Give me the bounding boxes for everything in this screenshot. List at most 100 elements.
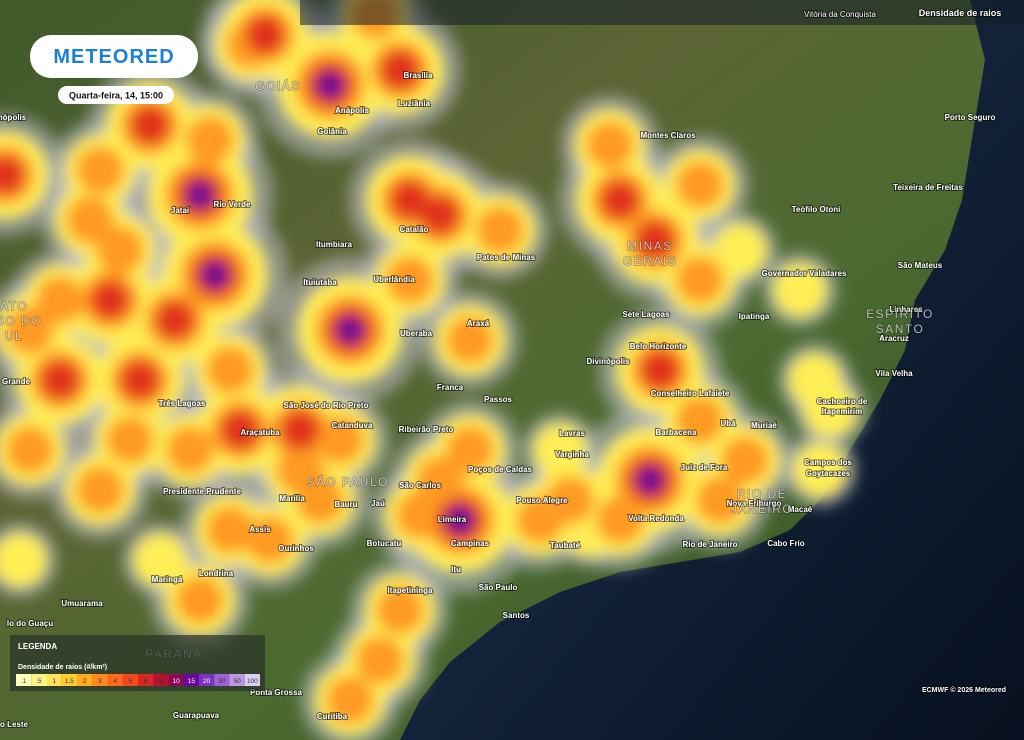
legend-label: 6: [144, 678, 148, 685]
region-label: SSO DO: [0, 314, 42, 328]
region-label: ATO: [0, 299, 28, 313]
place-label: Ipatinga: [739, 312, 770, 321]
place-label: Goytacazes: [806, 469, 851, 478]
heat-blob: [276, 446, 324, 494]
place-label: Juiz de Fora: [681, 463, 728, 472]
heat-blob: [396, 491, 444, 539]
heat-blob: [6, 306, 54, 354]
location: Vitória da Conquista: [804, 10, 876, 19]
heat-blob: [36, 276, 84, 324]
place-label: Teixeira de Freitas: [893, 183, 963, 192]
place-label: lo do Guaçu: [7, 619, 53, 628]
place-label: Araxá: [467, 319, 490, 328]
heat-blob: [416, 456, 464, 504]
place-label: Ubá: [720, 419, 736, 428]
place-label: Itumbiara: [316, 240, 353, 249]
heat-blob: [76, 466, 124, 514]
heat-blob: [596, 496, 644, 544]
heat-blob: [600, 180, 640, 220]
legend-label: 100: [247, 678, 258, 685]
heat-blob: [356, 636, 404, 684]
place-label: Aracruz: [879, 334, 909, 343]
heat-blob: [186, 116, 234, 164]
place-label: Taubaté: [550, 541, 581, 550]
place-label: Governador Valadares: [762, 269, 847, 278]
place-label: o Leste: [0, 720, 29, 729]
legend-label: 4: [113, 678, 117, 685]
top-bar: [300, 0, 1024, 25]
place-label: Londrina: [199, 569, 234, 578]
heat-blob: [6, 426, 54, 474]
legend-label: .5: [36, 678, 42, 685]
legend-swatch: [153, 674, 169, 686]
place-label: Uberaba: [400, 329, 433, 338]
region-label: UL: [5, 329, 23, 343]
heat-blob: [40, 360, 80, 400]
heat-blob: [390, 180, 430, 220]
heat-blob: [246, 516, 294, 564]
legend-swatch: [244, 674, 260, 686]
heat-blob: [316, 416, 364, 464]
region-label: RIO DE: [737, 487, 787, 501]
heat-blob: [696, 476, 744, 524]
logo-box: [30, 35, 198, 78]
place-label: Ourinhos: [278, 544, 314, 553]
heat-blob: [712, 222, 768, 278]
lightning-density: [0, 0, 868, 740]
legend-swatch: [214, 674, 230, 686]
heat-blob: [772, 262, 828, 318]
heat-blob: [380, 50, 420, 90]
place-label: São Paulo: [479, 583, 518, 592]
place-label: Ponta Grossa: [250, 688, 303, 697]
heat-blob: [676, 161, 724, 209]
heat-blob: [201, 261, 229, 289]
place-label: Catanduva: [332, 421, 373, 430]
place-label: Barbacena: [656, 428, 697, 437]
place-label: Curitiba: [317, 712, 348, 721]
region-label: JANEIRO: [731, 502, 794, 516]
place-label: Cachoeiro de: [817, 397, 868, 406]
heat-blob: [66, 196, 114, 244]
place-label: Três Lagoas: [159, 399, 206, 408]
place-label: Nova Friburgo: [727, 499, 782, 508]
heat-blob: [0, 155, 25, 195]
place-label: Presidente Prudente: [163, 487, 241, 496]
place-label: Campinas: [451, 539, 490, 548]
place-label: Varginha: [555, 450, 589, 459]
place-label: Araçatuba: [240, 428, 280, 437]
heat-blob: [546, 476, 594, 524]
legend-swatch: [122, 674, 138, 686]
place-label: Anápolis: [335, 106, 369, 115]
heat-blob: [676, 396, 724, 444]
place-label: Conselheiro Lafaiete: [651, 389, 730, 398]
heat-blob: [90, 280, 130, 320]
place-label: Poços de Caldas: [468, 465, 533, 474]
place-label: Vila Velha: [875, 369, 913, 378]
labels: Brasília Anápolis Luziânia Goiânia Montes Cl…: [0, 70, 996, 730]
place-label: Luziânia: [398, 99, 431, 108]
legend-label: 8: [159, 678, 163, 685]
heat-blob: [446, 426, 494, 474]
place-label: Itu: [451, 565, 461, 574]
place-label: Guarapuava: [173, 711, 220, 720]
place-label: Bauru: [334, 500, 357, 509]
place-label: Porto Seguro: [945, 113, 996, 122]
region-label: SÃO PAULO: [307, 475, 389, 489]
place-label: Grande: [2, 377, 31, 386]
legend-swatch: [92, 674, 108, 686]
place-label: Maringá: [152, 575, 183, 584]
place-label: São Mateus: [898, 261, 943, 270]
legend-label: 2: [83, 678, 87, 685]
heat-blob: [532, 422, 588, 478]
place-label: Santos: [503, 611, 530, 620]
place-label: Lavras: [559, 429, 585, 438]
legend-label: 15: [188, 678, 196, 685]
heat-blob: [636, 466, 664, 494]
logo: METEORED: [53, 46, 174, 68]
place-label: nópolis: [0, 113, 27, 122]
region-label: ESPÍRITO: [866, 306, 934, 321]
heat-blob: [787, 352, 843, 408]
place-label: Pouso Alegre: [516, 496, 568, 505]
place-label: Muriaé: [751, 421, 777, 430]
